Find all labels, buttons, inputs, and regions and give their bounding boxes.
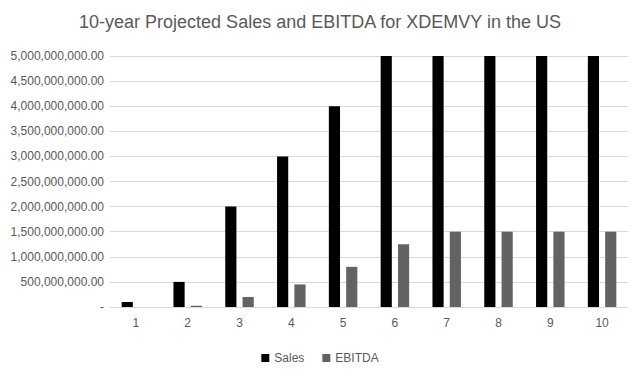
svg-text:1,500,000,000.00: 1,500,000,000.00 — [11, 225, 105, 239]
svg-text:3,000,000,000.00: 3,000,000,000.00 — [11, 149, 105, 163]
svg-text:7: 7 — [443, 316, 450, 330]
svg-text:-: - — [100, 300, 104, 314]
svg-text:4: 4 — [288, 316, 295, 330]
svg-text:9: 9 — [547, 316, 554, 330]
svg-text:5,000,000,000.00: 5,000,000,000.00 — [11, 49, 105, 63]
svg-text:2: 2 — [184, 316, 191, 330]
svg-text:3: 3 — [236, 316, 243, 330]
svg-text:4,000,000,000.00: 4,000,000,000.00 — [11, 99, 105, 113]
svg-text:6: 6 — [392, 316, 399, 330]
svg-text:5: 5 — [340, 316, 347, 330]
svg-text:8: 8 — [495, 316, 502, 330]
svg-text:2,000,000,000.00: 2,000,000,000.00 — [11, 200, 105, 214]
svg-text:10-year Projected Sales and EB: 10-year Projected Sales and EBITDA for X… — [79, 12, 561, 32]
svg-text:Sales: Sales — [274, 351, 304, 365]
svg-text:10: 10 — [595, 316, 609, 330]
svg-text:1: 1 — [133, 316, 140, 330]
svg-text:2,500,000,000.00: 2,500,000,000.00 — [11, 175, 105, 189]
svg-text:EBITDA: EBITDA — [335, 351, 378, 365]
svg-text:4,500,000,000.00: 4,500,000,000.00 — [11, 74, 105, 88]
svg-text:1,000,000,000.00: 1,000,000,000.00 — [11, 250, 105, 264]
svg-text:500,000,000.00: 500,000,000.00 — [21, 275, 105, 289]
svg-text:3,500,000,000.00: 3,500,000,000.00 — [11, 124, 105, 138]
